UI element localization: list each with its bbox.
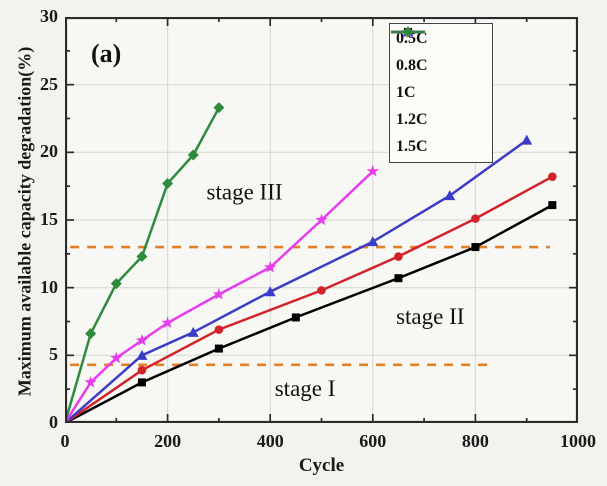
annotation-stage-1: stage III [207, 180, 283, 205]
legend-label: 1.2C [396, 110, 428, 128]
x-tick-label-1000: 1000 [560, 431, 596, 451]
series-marker-0.5C [214, 344, 223, 353]
y-tick-label-25: 25 [40, 73, 58, 94]
legend-item-1.5C: 1.5C [391, 26, 492, 159]
series-marker-1.5C [162, 177, 174, 189]
legend-label: 1C [396, 83, 416, 101]
series-marker-0.8C [214, 325, 224, 334]
y-tick-label-30: 30 [40, 6, 58, 26]
y-tick-label-15: 15 [40, 209, 58, 229]
series-marker-0.8C [394, 252, 403, 261]
series-marker-0.8C [548, 172, 557, 181]
series-marker-1.5C [110, 278, 122, 290]
series-marker-1C [521, 134, 533, 145]
series-marker-1C [367, 236, 379, 247]
legend-marker-diamond-icon [391, 26, 425, 38]
plot-area: stage III stage II stage I (a) 0.5C 0.8C 1C 1… [65, 17, 578, 423]
series-marker-0.5C [548, 201, 557, 210]
series-marker-1C [136, 349, 148, 360]
x-tick-label-600: 600 [359, 431, 387, 451]
series-marker-1.2C [264, 261, 277, 273]
chart-canvas: stage III stage II stage I [65, 17, 578, 423]
x-tick-label-200: 200 [154, 431, 182, 451]
series-marker-1.2C [135, 334, 148, 346]
series-marker-1.2C [315, 213, 328, 226]
y-axis-title: Maximum available capacity degradation(%… [14, 46, 35, 397]
annotation-stage-2: stage II [396, 304, 464, 329]
y-tick-label-5: 5 [49, 344, 58, 365]
series-marker-1.5C [85, 328, 97, 340]
x-tick-label-0: 0 [60, 431, 70, 451]
x-tick-label-400: 400 [256, 431, 284, 451]
series-marker-0.5C [394, 274, 403, 283]
series-marker-0.5C [291, 313, 300, 322]
legend-label: 0.8C [396, 57, 428, 75]
y-tick-label-10: 10 [40, 276, 58, 297]
series-marker-1.2C [84, 376, 97, 388]
series-marker-1C [264, 286, 276, 297]
y-tick-label-0: 0 [49, 412, 58, 432]
series-marker-0.5C [137, 378, 146, 387]
legend-item-0.8C: 0.8C [391, 27, 492, 78]
legend-item-1C: 1C [391, 26, 492, 105]
series-marker-1.2C [161, 316, 174, 328]
x-axis-title: Cycle [298, 455, 345, 476]
series-marker-0.5C [471, 243, 480, 252]
legend-item-1.2C: 1.2C [391, 25, 492, 132]
x-tick-label-800: 800 [461, 431, 489, 451]
annotation-stage-3: stage I [275, 376, 336, 401]
series-marker-1.2C [212, 288, 225, 300]
legend-label: 1.5C [396, 137, 428, 155]
y-tick-label-20: 20 [40, 141, 58, 162]
series-marker-1C [187, 326, 199, 337]
series-marker-1.2C [366, 164, 379, 177]
series-marker-0.8C [317, 286, 326, 295]
series-marker-0.8C [471, 214, 480, 223]
legend: 0.5C 0.8C 1C 1.2C 1.5C [389, 23, 493, 163]
series-marker-1.5C [136, 251, 148, 263]
series-marker-1.5C [213, 102, 225, 114]
panel-label: (a) [91, 39, 122, 68]
series-marker-1.5C [187, 149, 199, 161]
series-marker-0.8C [137, 365, 147, 375]
series-marker-1C [444, 190, 456, 201]
series-marker-1.2C [110, 351, 123, 364]
